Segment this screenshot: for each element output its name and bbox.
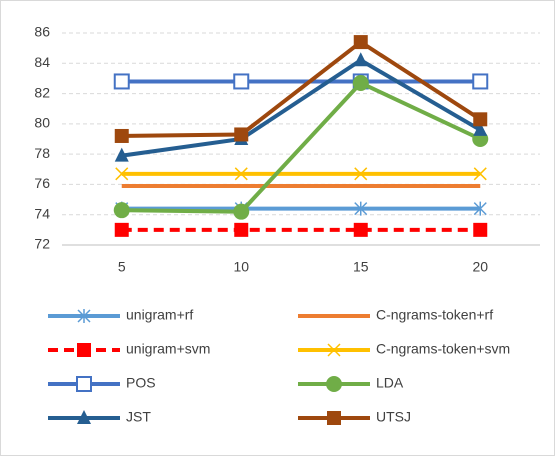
- series-line: [121, 57, 482, 158]
- legend-marker: [326, 376, 342, 392]
- legend-label: LDA: [376, 375, 404, 391]
- data-point: [473, 167, 487, 181]
- data-point: [233, 73, 250, 90]
- data-point: [114, 128, 129, 143]
- legend-marker: [77, 309, 91, 323]
- y-tick-label: 86: [34, 24, 50, 40]
- data-point: [354, 201, 368, 216]
- data-point: [353, 222, 368, 237]
- data-point: [114, 147, 129, 162]
- y-tick-label: 74: [34, 205, 50, 221]
- legend-label: C-ngrams-token+svm: [376, 341, 510, 357]
- y-tick-label: 72: [34, 236, 50, 252]
- legend-label: UTSJ: [376, 409, 411, 425]
- data-point: [352, 74, 369, 91]
- legend-label: JST: [126, 409, 151, 425]
- y-tick-label: 78: [34, 145, 50, 161]
- data-point: [473, 201, 487, 216]
- legend-marker: [327, 411, 341, 425]
- y-tick-label: 80: [34, 115, 50, 131]
- data-point: [115, 167, 129, 181]
- data-point: [353, 35, 368, 50]
- x-tick-label: 5: [118, 259, 126, 275]
- data-point: [473, 121, 488, 136]
- legend-marker: [77, 343, 91, 357]
- legend-label: POS: [126, 375, 156, 391]
- data-point: [472, 73, 489, 90]
- legend-label: C-ngrams-token+rf: [376, 307, 493, 323]
- series-line: [121, 80, 482, 214]
- data-point: [234, 127, 249, 142]
- data-point: [473, 222, 488, 237]
- data-point: [234, 167, 248, 181]
- data-point: [114, 222, 129, 237]
- legend-marker: [76, 376, 92, 392]
- x-tick-label: 15: [353, 259, 369, 275]
- legend-label: unigram+svm: [126, 341, 210, 357]
- series-line: [121, 39, 482, 138]
- x-tick-label: 10: [233, 259, 249, 275]
- data-point: [113, 202, 130, 219]
- y-tick-label: 82: [34, 84, 50, 100]
- data-point: [473, 112, 488, 127]
- legend-marker: [327, 343, 341, 357]
- y-tick-label: 84: [34, 54, 50, 70]
- legend-label: unigram+rf: [126, 307, 193, 323]
- data-point: [113, 73, 130, 90]
- data-point: [354, 167, 368, 181]
- data-point: [234, 222, 249, 237]
- data-point: [353, 52, 368, 67]
- y-tick-label: 76: [34, 175, 50, 191]
- data-point: [233, 203, 250, 220]
- x-tick-label: 20: [472, 259, 488, 275]
- legend-marker: [77, 410, 91, 424]
